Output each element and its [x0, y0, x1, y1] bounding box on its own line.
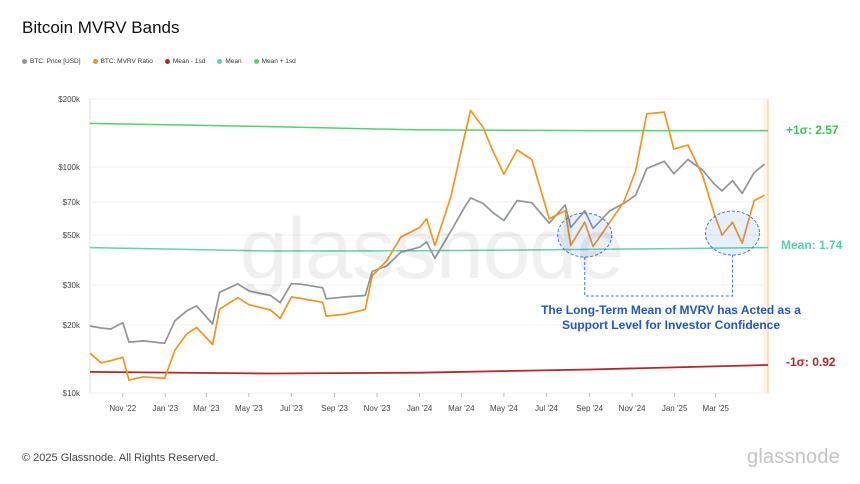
upper-band-label: +1σ: 2.57: [786, 123, 839, 137]
x-tick-label: Jan '24: [407, 404, 433, 413]
x-tick-label: May '23: [235, 404, 263, 413]
y-tick-label: $10k: [63, 389, 81, 398]
legend-label-mean-minus-1sd: Mean - 1sd: [172, 58, 206, 65]
y-tick-label: $20k: [63, 321, 81, 330]
annotation-connector: [584, 255, 733, 297]
chart-legend: BTC: Price [USD] BTC: MVRV Ratio Mean - …: [22, 58, 296, 65]
series-line-mean-1sd[interactable]: [89, 122, 768, 132]
x-tick-label: Jan '23: [152, 404, 178, 413]
y-tick-label: $200k: [58, 95, 81, 104]
y-tick-label: $100k: [58, 163, 81, 172]
support-highlight-circle-2[interactable]: [704, 210, 760, 256]
legend-swatch-mvrv: [92, 59, 98, 64]
y-tick-label: $70k: [63, 198, 81, 207]
x-tick-label: Mar '24: [448, 404, 475, 413]
legend-swatch-mean: [217, 59, 223, 64]
legend-item-mvrv[interactable]: BTC: MVRV Ratio: [92, 58, 153, 65]
legend-swatch-mean-minus-1sd: [164, 59, 170, 64]
x-tick-label: Sep '23: [321, 404, 348, 413]
glassnode-logo: glassnode: [747, 446, 840, 468]
x-tick-label: Nov '24: [619, 404, 646, 413]
legend-label-mvrv: BTC: MVRV Ratio: [100, 58, 153, 65]
x-tick-label: Nov '23: [364, 404, 391, 413]
series-line-mean[interactable]: [89, 246, 769, 252]
copyright-text: © 2025 Glassnode. All Rights Reserved.: [22, 452, 219, 464]
x-tick-label: Jan '25: [662, 404, 688, 413]
series-line-btc-mvrv-ratio[interactable]: [89, 109, 765, 381]
mean-band-label: Mean: 1.74: [781, 238, 843, 252]
legend-swatch-mean-plus-1sd: [253, 59, 259, 64]
x-tick-label: Jul '24: [535, 404, 558, 413]
x-tick-label: Mar '25: [703, 404, 730, 413]
legend-label-mean-plus-1sd: Mean + 1sd: [261, 58, 296, 65]
support-annotation: The Long-Term Mean of MVRV has Acted as …: [541, 303, 801, 332]
lower-band-label: -1σ: 0.92: [786, 355, 836, 369]
x-tick-label: Mar '23: [193, 404, 220, 413]
x-tick-label: Nov '22: [109, 404, 136, 413]
x-tick-label: Sep '24: [576, 404, 603, 413]
legend-label-mean: Mean: [225, 58, 242, 65]
legend-item-price[interactable]: BTC: Price [USD]: [22, 58, 81, 65]
series-line-mean-1sd[interactable]: [89, 364, 769, 375]
chart-title: Bitcoin MVRV Bands: [22, 18, 180, 37]
x-tick-label: Jul '23: [280, 404, 303, 413]
series-line-btc-price-usd[interactable]: [89, 158, 766, 345]
x-tick-label: May '24: [490, 404, 518, 413]
y-tick-label: $30k: [63, 281, 81, 290]
legend-item-mean-minus-1sd[interactable]: Mean - 1sd: [164, 58, 206, 65]
support-highlight-circle-1[interactable]: [557, 212, 613, 258]
legend-item-mean[interactable]: Mean: [217, 58, 242, 65]
legend-item-mean-plus-1sd[interactable]: Mean + 1sd: [253, 58, 296, 65]
latest-value-strip: [763, 99, 768, 393]
legend-swatch-price: [22, 59, 27, 64]
y-tick-label: $50k: [63, 231, 81, 240]
legend-label-price: BTC: Price [USD]: [30, 58, 81, 65]
